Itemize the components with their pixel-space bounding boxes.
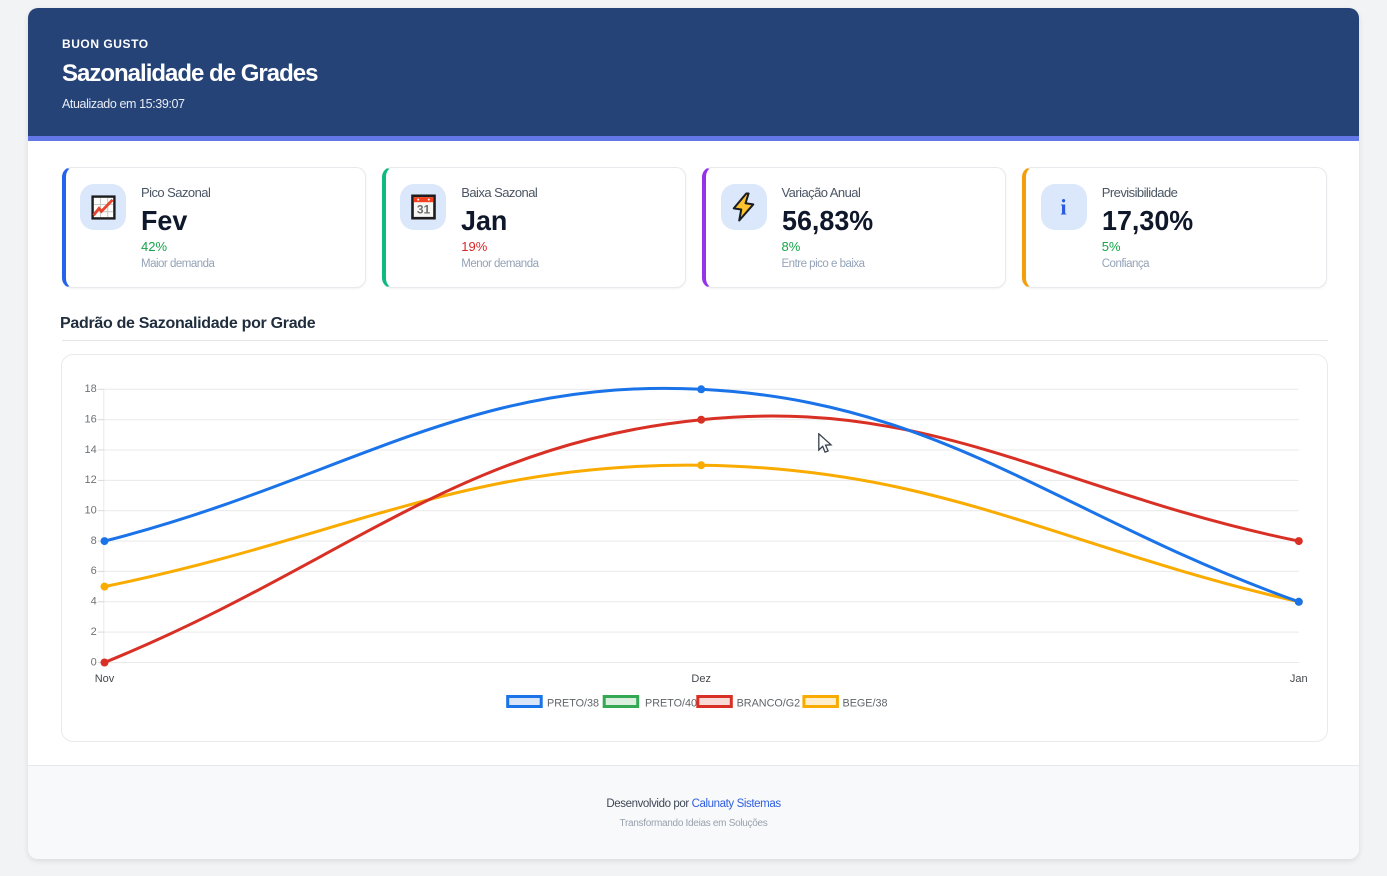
- svg-text:Jan: Jan: [1290, 673, 1308, 685]
- svg-text:i: i: [1061, 195, 1067, 220]
- svg-text:BEGE/38: BEGE/38: [843, 698, 888, 710]
- svg-text:6: 6: [91, 565, 97, 577]
- svg-text:8: 8: [91, 535, 97, 547]
- svg-text:14: 14: [85, 444, 97, 456]
- svg-text:0: 0: [91, 656, 97, 668]
- svg-text:PRETO/38: PRETO/38: [547, 698, 599, 710]
- svg-text:12: 12: [85, 474, 97, 486]
- svg-text:BRANCO/G2: BRANCO/G2: [737, 698, 801, 710]
- svg-text:31: 31: [417, 203, 431, 217]
- svg-text:10: 10: [85, 505, 97, 517]
- svg-text:16: 16: [85, 414, 97, 426]
- svg-text:Nov: Nov: [95, 673, 115, 685]
- svg-text:Dez: Dez: [691, 673, 711, 685]
- svg-text:18: 18: [85, 383, 97, 395]
- svg-text:4: 4: [91, 596, 97, 608]
- svg-text:2: 2: [91, 626, 97, 638]
- svg-text:PRETO/40: PRETO/40: [645, 698, 697, 710]
